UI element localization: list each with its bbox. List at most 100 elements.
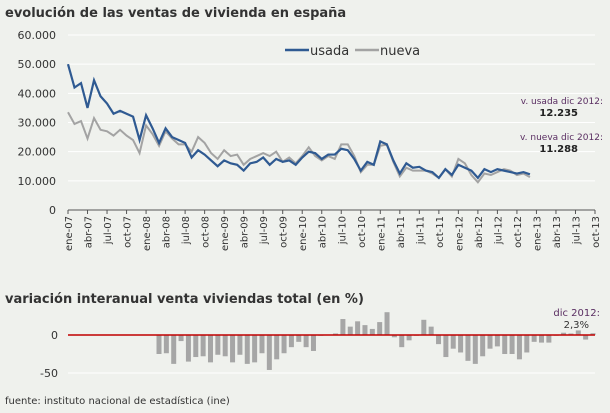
bar <box>458 335 464 353</box>
bar <box>215 335 221 355</box>
bar <box>384 312 390 335</box>
bar <box>377 322 383 335</box>
x-tick-label: abr-07 <box>84 216 95 248</box>
bar <box>200 335 206 357</box>
bar <box>274 335 280 360</box>
x-tick-label: jul-07 <box>103 216 114 245</box>
legend-label-nueva: nueva <box>380 44 420 59</box>
bar <box>281 335 287 354</box>
bar <box>266 335 272 370</box>
bar <box>472 335 478 364</box>
bar <box>502 335 508 354</box>
x-tick-label: abr-11 <box>396 216 407 248</box>
x-tick-label: abr-08 <box>162 216 173 248</box>
bar <box>237 335 243 355</box>
x-tick-label: oct-07 <box>123 216 134 248</box>
y-tick-label: 30.000 <box>18 117 57 130</box>
y-tick-label: 60.000 <box>18 29 57 42</box>
bar <box>288 335 294 348</box>
x-tick-label: jul-10 <box>337 216 348 245</box>
bar <box>450 335 456 349</box>
bar <box>252 335 258 363</box>
bar <box>531 335 537 342</box>
bar <box>207 335 213 363</box>
bar <box>524 335 530 353</box>
bar <box>516 335 522 360</box>
bar <box>178 335 184 342</box>
bar <box>494 335 500 347</box>
x-tick-label: oct-12 <box>513 216 524 248</box>
bar <box>156 335 162 354</box>
x-tick-label: jul-09 <box>259 216 270 245</box>
bar <box>487 335 493 349</box>
x-tick-label: jul-11 <box>415 216 426 245</box>
x-tick-label: oct-08 <box>201 216 212 248</box>
bar <box>436 335 442 345</box>
x-tick-label: jul-12 <box>493 216 504 245</box>
x-tick-label: oct-10 <box>357 216 368 248</box>
bar-annotation-value: 2,3% <box>564 320 589 331</box>
y-tick-label: 0 <box>51 329 58 342</box>
bar <box>509 335 515 354</box>
y-tick-label: 0 <box>49 204 56 217</box>
bar <box>355 321 361 335</box>
x-tick-label: jul-13 <box>571 216 582 245</box>
series-line-usada <box>66 63 531 180</box>
bar <box>222 335 228 357</box>
bar <box>163 335 169 354</box>
bar <box>347 326 353 335</box>
y-tick-label: -50 <box>40 367 58 380</box>
annotation-value: 12.235 <box>539 108 578 119</box>
bar <box>546 335 552 343</box>
x-tick-label: abr-09 <box>240 216 251 248</box>
x-tick-label: oct-09 <box>279 216 290 248</box>
bar <box>583 335 589 340</box>
legend-label-usada: usada <box>310 44 349 59</box>
bar <box>421 319 427 335</box>
x-tick-label: ene-12 <box>454 216 465 251</box>
bar <box>333 333 339 335</box>
bar <box>399 335 405 348</box>
x-tick-label: ene-07 <box>64 216 75 251</box>
bar-annotation-label: dic 2012: <box>553 308 600 319</box>
bar <box>480 335 486 357</box>
x-tick-label: abr-12 <box>474 216 485 248</box>
x-tick-label: oct-13 <box>591 216 602 248</box>
x-tick-label: ene-10 <box>298 216 309 251</box>
x-tick-label: ene-11 <box>376 216 387 251</box>
bar <box>406 335 412 341</box>
bar <box>369 328 375 335</box>
bar <box>590 333 596 335</box>
bar <box>303 335 309 348</box>
bar <box>362 325 368 335</box>
bar <box>561 332 567 335</box>
line-chart-title: evolución de las ventas de vivienda en e… <box>5 6 346 21</box>
bar <box>310 335 316 351</box>
x-tick-label: jul-08 <box>181 216 192 245</box>
bar <box>244 335 250 364</box>
bar <box>296 335 302 342</box>
bar <box>340 319 346 335</box>
source-note: fuente: instituto nacional de estadístic… <box>5 395 230 407</box>
x-tick-label: abr-13 <box>552 216 563 248</box>
bar <box>185 335 191 362</box>
x-tick-label: abr-10 <box>318 216 329 248</box>
x-tick-label: ene-09 <box>220 216 231 251</box>
x-tick-label: ene-13 <box>532 216 543 251</box>
bar <box>193 335 199 358</box>
bar <box>465 335 471 361</box>
y-tick-label: 20.000 <box>18 146 57 159</box>
bar <box>230 335 236 363</box>
y-tick-label: 40.000 <box>18 87 57 100</box>
y-tick-label: 10.000 <box>18 175 57 188</box>
bar <box>443 335 449 358</box>
bar <box>428 326 434 335</box>
bar <box>575 330 581 335</box>
bar <box>391 335 397 338</box>
y-tick-label: 50.000 <box>18 58 57 71</box>
x-tick-label: ene-08 <box>142 216 153 251</box>
bar <box>171 335 177 364</box>
bar-chart-title: variación interanual venta viviendas tot… <box>5 292 364 307</box>
